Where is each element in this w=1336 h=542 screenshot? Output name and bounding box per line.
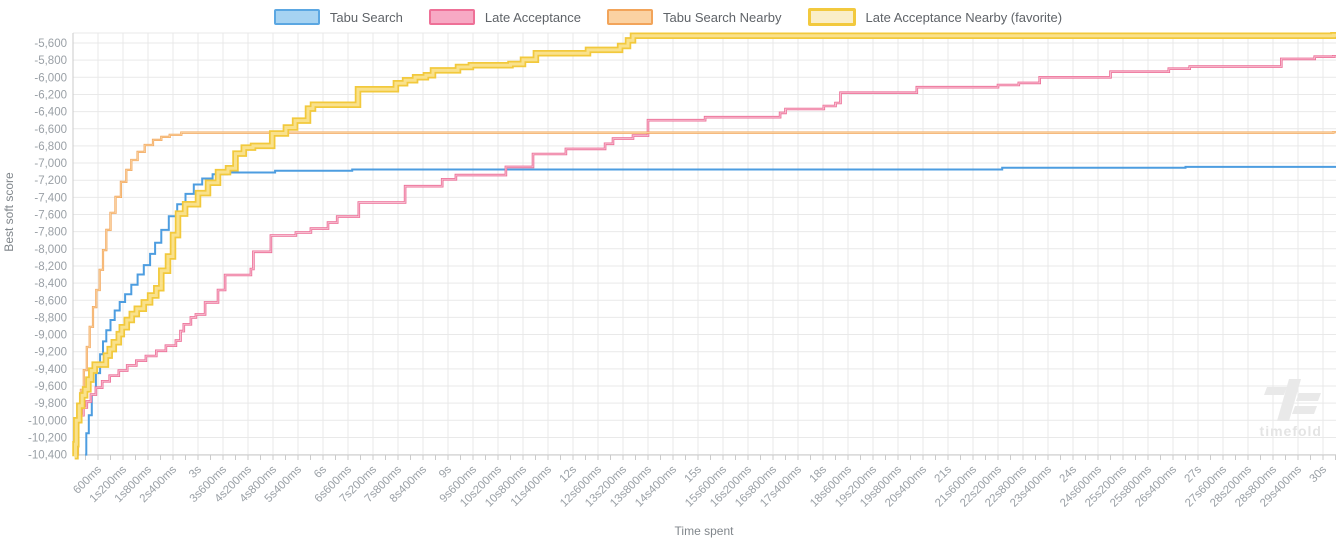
y-tick-label: -10,000 (28, 415, 67, 427)
y-tick-label: -6,200 (34, 89, 67, 101)
axis-lines (72, 33, 1336, 456)
y-tick-label: -6,800 (34, 141, 67, 153)
series-line-tabu-search (85, 165, 1336, 456)
legend-label-tabu-search-nearby: Tabu Search Nearby (663, 9, 782, 25)
y-tick-label: -6,600 (34, 124, 67, 136)
legend-item-late-acceptance-nearby[interactable]: Late Acceptance Nearby (favorite) (807, 8, 1063, 26)
y-tick-label: -8,400 (34, 278, 67, 290)
series-line-core-late-acceptance (75, 55, 1336, 456)
legend-label-tabu-search: Tabu Search (329, 9, 403, 25)
x-axis-title: Time spent (674, 524, 734, 538)
y-tick-label: -7,400 (34, 192, 67, 204)
legend-swatch-tabu-search (273, 9, 320, 25)
legend-item-tabu-search[interactable]: Tabu Search (273, 9, 403, 25)
y-tick-label: -5,800 (34, 55, 67, 67)
x-axis-minor-ticks (85, 455, 1336, 460)
series-line-late-acceptance (75, 55, 1336, 456)
x-tick-label: 9s (437, 463, 454, 480)
legend-item-late-acceptance[interactable]: Late Acceptance (428, 9, 582, 25)
y-tick-label: -7,800 (34, 227, 67, 239)
y-tick-label: -8,000 (34, 244, 67, 256)
y-tick-label: -9,600 (34, 381, 67, 393)
legend-swatch-late-acceptance (428, 9, 475, 25)
y-tick-label: -7,600 (34, 210, 67, 222)
watermark-text: timefold (1259, 423, 1322, 439)
y-tick-label: -9,200 (34, 347, 67, 359)
y-tick-label: -8,600 (34, 295, 67, 307)
y-tick-label: -10,400 (28, 450, 67, 462)
y-tick-label: -10,200 (28, 432, 67, 444)
y-tick-label: -7,000 (34, 158, 67, 170)
x-tick-label: 6s (312, 463, 329, 480)
series-line-core-tabu-search-nearby (77, 131, 1336, 456)
y-axis-tick-labels: -5,600 -5,800 -6,000 -6,200 -6,400 -6,600 -6,8… (28, 38, 67, 462)
y-tick-label: -6,400 (34, 107, 67, 119)
legend-label-late-acceptance-nearby: Late Acceptance Nearby (favorite) (865, 9, 1063, 25)
series-line-core-late-acceptance-nearby (74, 33, 1336, 458)
series-lines (72, 32, 1336, 460)
y-tick-label: -8,800 (34, 312, 67, 324)
legend-item-tabu-search-nearby[interactable]: Tabu Search Nearby (607, 9, 782, 25)
y-tick-label: -9,400 (34, 364, 67, 376)
series-line-late-acceptance-nearby (72, 32, 1336, 460)
y-tick-label: -5,600 (34, 38, 67, 50)
x-tick-label: 30s (1308, 463, 1330, 485)
y-tick-label: -7,200 (34, 175, 67, 187)
gridlines (73, 32, 1336, 456)
y-tick-label: -6,000 (34, 72, 67, 84)
y-tick-label: -9,800 (34, 398, 67, 410)
y-tick-label: -9,000 (34, 330, 67, 342)
y-axis-title: Best soft score (2, 172, 16, 252)
legend-swatch-late-acceptance-nearby (807, 8, 856, 26)
x-tick-label: 3s (187, 463, 204, 480)
legend: Tabu Search Late Acceptance Tabu Search Ne… (0, 6, 1336, 28)
y-tick-label: -8,200 (34, 261, 67, 273)
legend-swatch-tabu-search-nearby (607, 9, 654, 25)
legend-label-late-acceptance: Late Acceptance (484, 9, 582, 25)
